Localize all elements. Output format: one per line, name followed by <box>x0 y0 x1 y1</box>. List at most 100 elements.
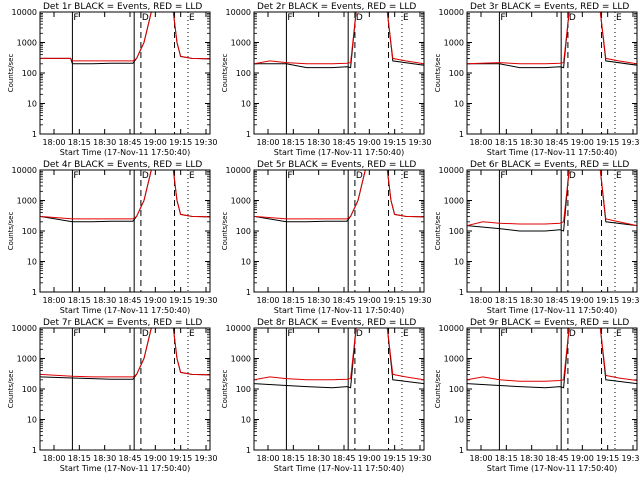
marker-label: F <box>287 171 292 181</box>
x-tick-label: 18:15 <box>282 454 305 463</box>
marker-label: F <box>287 329 292 339</box>
x-tick-label: 18:15 <box>495 296 518 305</box>
y-tick-label: 10 <box>27 258 37 267</box>
x-tick-label: 19:30 <box>621 296 640 305</box>
lld-series-line <box>254 12 424 65</box>
x-tick-label: 19:00 <box>144 138 167 147</box>
x-axis-label: Start Time (17-Nov-11 17:50:40) <box>487 148 617 157</box>
lld-series-line <box>254 170 424 220</box>
chart-title: Det 3r BLACK = Events, RED = LLD <box>470 2 629 12</box>
chart-title: Det 9r BLACK = Events, RED = LLD <box>470 318 629 328</box>
x-tick-label: 19:30 <box>194 454 217 463</box>
x-axis-label: Start Time (17-Nov-11 17:50:40) <box>274 306 404 315</box>
plot-frame <box>39 327 211 451</box>
x-tick-label: 18:00 <box>42 138 65 147</box>
x-tick-label: 19:15 <box>383 296 406 305</box>
x-tick-label: 18:45 <box>118 454 141 463</box>
lld-series-line <box>467 12 637 65</box>
x-tick-label: 19:15 <box>383 138 406 147</box>
x-tick-label: 18:45 <box>118 296 141 305</box>
x-tick-label: 19:15 <box>169 454 192 463</box>
chart-panel: Det 3r BLACK = Events, RED = LLD 1 10 100 10… <box>434 2 640 157</box>
x-tick-label: 18:30 <box>307 454 330 463</box>
y-tick-label: 10000 <box>226 324 251 333</box>
chart-title: Det 1r BLACK = Events, RED = LLD <box>43 2 202 12</box>
x-tick-label: 18:30 <box>93 296 116 305</box>
y-tick-label: 1000 <box>231 355 251 364</box>
x-tick-label: 19:30 <box>621 138 640 147</box>
y-tick-label: 100 <box>449 385 464 394</box>
x-tick-label: 18:15 <box>68 138 91 147</box>
marker-label: F <box>73 329 78 339</box>
x-axis-label: Start Time (17-Nov-11 17:50:40) <box>274 464 404 473</box>
marker-label: F <box>500 171 505 181</box>
x-tick-label: 18:45 <box>332 454 355 463</box>
chart-panel: Det 5r BLACK = Events, RED = LLD 1 10 100 10… <box>221 160 432 315</box>
x-tick-label: 19:15 <box>169 138 192 147</box>
x-axis-label: Start Time (17-Nov-11 17:50:40) <box>60 148 190 157</box>
x-tick-label: 18:15 <box>495 138 518 147</box>
marker-label: E <box>403 13 409 23</box>
x-tick-label: 18:45 <box>545 296 568 305</box>
y-tick-label: 100 <box>236 69 251 78</box>
events-series-line <box>40 170 210 223</box>
marker-label: D <box>569 13 576 23</box>
y-tick-label: 1000 <box>17 355 37 364</box>
x-axis-label: Start Time (17-Nov-11 17:50:40) <box>60 306 190 315</box>
chart-panel: Det 6r BLACK = Events, RED = LLD 1 10 100 10… <box>434 160 640 315</box>
x-tick-label: 19:30 <box>621 454 640 463</box>
y-axis-label: Counts/sec <box>7 370 15 409</box>
x-tick-label: 18:30 <box>307 296 330 305</box>
y-tick-label: 1000 <box>444 355 464 364</box>
x-tick-label: 19:00 <box>571 296 594 305</box>
chart-title: Det 4r BLACK = Events, RED = LLD <box>43 160 202 170</box>
y-axis-label: Counts/sec <box>7 54 15 93</box>
x-tick-label: 19:00 <box>144 454 167 463</box>
x-tick-label: 18:00 <box>469 138 492 147</box>
x-tick-label: 18:30 <box>520 296 543 305</box>
y-tick-label: 1000 <box>444 39 464 48</box>
y-tick-label: 1 <box>246 288 251 297</box>
chart-panel: Det 8r BLACK = Events, RED = LLD 1 10 100 10… <box>221 318 432 473</box>
y-tick-label: 1000 <box>444 197 464 206</box>
marker-label: E <box>189 13 195 23</box>
x-tick-label: 18:15 <box>68 296 91 305</box>
chart-title: Det 2r BLACK = Events, RED = LLD <box>257 2 416 12</box>
marker-label: F <box>500 329 505 339</box>
y-tick-label: 1 <box>459 130 464 139</box>
plot-frame <box>253 169 425 293</box>
lld-series-line <box>467 170 637 227</box>
x-axis-label: Start Time (17-Nov-11 17:50:40) <box>274 148 404 157</box>
y-tick-label: 10 <box>241 100 251 109</box>
chart-panel: Det 7r BLACK = Events, RED = LLD 1 10 100 10… <box>7 318 218 473</box>
chart-panel: Det 1r BLACK = Events, RED = LLD 1 10 100 10… <box>7 2 218 157</box>
y-tick-label: 10000 <box>226 166 251 175</box>
y-axis-label: Counts/sec <box>221 54 229 93</box>
x-tick-label: 19:30 <box>194 296 217 305</box>
plot-frame <box>39 11 211 135</box>
x-axis-label: Start Time (17-Nov-11 17:50:40) <box>60 464 190 473</box>
y-tick-label: 10000 <box>12 8 37 17</box>
y-tick-label: 10 <box>454 416 464 425</box>
x-tick-label: 18:45 <box>332 138 355 147</box>
y-axis-label: Counts/sec <box>7 212 15 251</box>
marker-label: E <box>616 171 622 181</box>
y-tick-label: 10 <box>27 100 37 109</box>
y-tick-label: 10000 <box>439 324 464 333</box>
marker-label: D <box>569 171 576 181</box>
x-tick-label: 18:00 <box>42 454 65 463</box>
y-tick-label: 100 <box>449 69 464 78</box>
chart-title: Det 8r BLACK = Events, RED = LLD <box>257 318 416 328</box>
marker-label: D <box>142 329 149 339</box>
lld-series-line <box>467 328 637 382</box>
marker-label: F <box>287 13 292 23</box>
x-tick-label: 19:30 <box>408 296 431 305</box>
chart-panel: Det 2r BLACK = Events, RED = LLD 1 10 100 10… <box>221 2 432 157</box>
y-tick-label: 1 <box>459 288 464 297</box>
x-axis-label: Start Time (17-Nov-11 17:50:40) <box>487 306 617 315</box>
y-tick-label: 1000 <box>231 39 251 48</box>
events-series-line <box>254 170 424 223</box>
x-axis-label: Start Time (17-Nov-11 17:50:40) <box>487 464 617 473</box>
x-tick-label: 19:15 <box>596 454 619 463</box>
